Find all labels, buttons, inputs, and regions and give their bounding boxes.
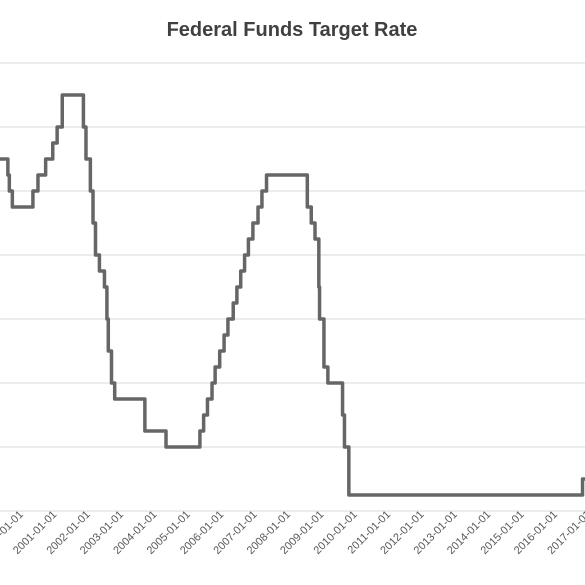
chart-title: Federal Funds Target Rate: [167, 19, 418, 41]
plot-area: [0, 93, 585, 497]
rate-line: [0, 93, 585, 497]
